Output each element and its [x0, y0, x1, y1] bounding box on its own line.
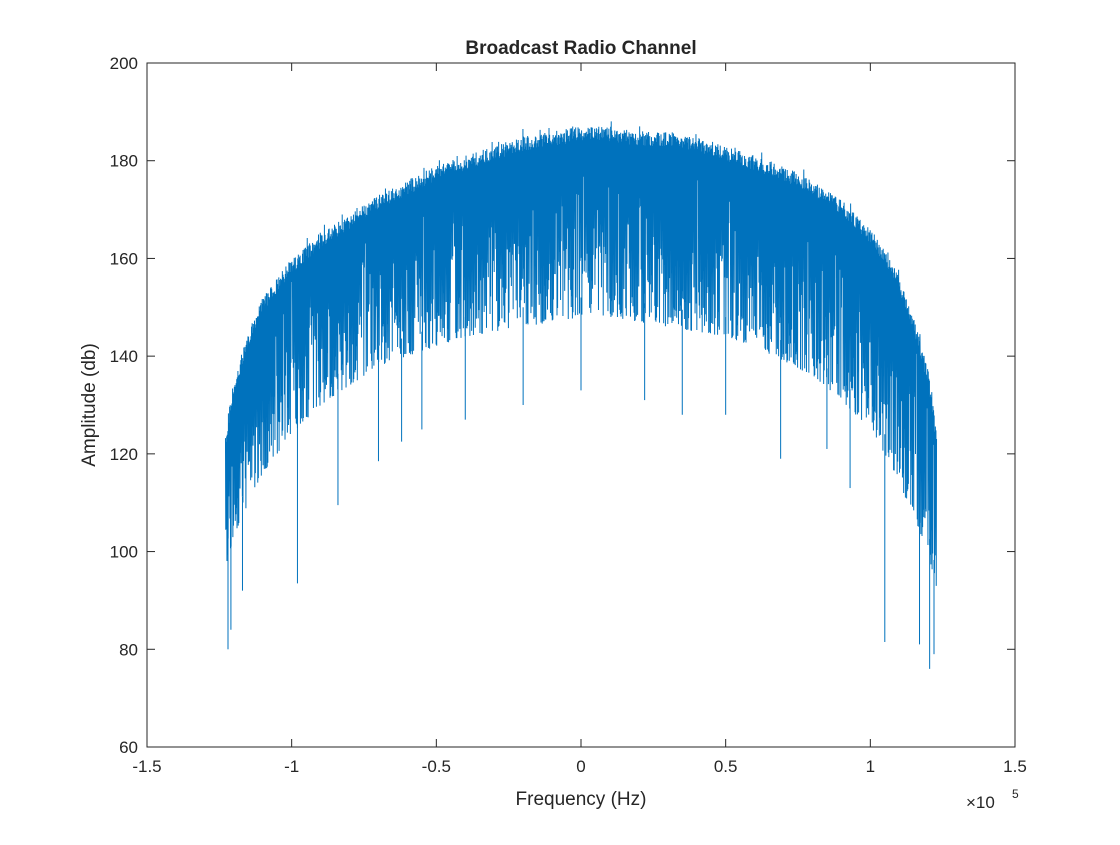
ticks-layer: -1.5 -1 -0.5 0 0.5 1 1.5 60 80 100 120 140 160 180 200 [110, 54, 1027, 776]
chart-title: Broadcast Radio Channel [465, 38, 696, 59]
x-tick-label: 1.5 [1003, 757, 1027, 776]
x-exponent-power: 5 [1012, 787, 1019, 801]
y-axis-label: Amplitude (db) [79, 343, 100, 467]
x-tick-label: -1 [284, 757, 299, 776]
x-tick-label: -0.5 [422, 757, 451, 776]
y-tick-label: 140 [110, 347, 138, 366]
y-tick-label: 180 [110, 152, 138, 171]
series-line [224, 121, 938, 586]
y-tick-label: 100 [110, 543, 138, 562]
x-tick-label: 0 [576, 757, 585, 776]
y-tick-label: 60 [119, 738, 138, 757]
x-tick-label: -1.5 [132, 757, 161, 776]
y-tick-label: 200 [110, 54, 138, 73]
x-exponent-base: ×10 [966, 793, 995, 812]
y-tick-label: 160 [110, 249, 138, 268]
x-axis-label: Frequency (Hz) [516, 789, 647, 810]
plot-layer [224, 121, 938, 669]
x-tick-label: 1 [866, 757, 875, 776]
y-tick-label: 120 [110, 445, 138, 464]
x-tick-label: 0.5 [714, 757, 738, 776]
y-tick-label: 80 [119, 640, 138, 659]
